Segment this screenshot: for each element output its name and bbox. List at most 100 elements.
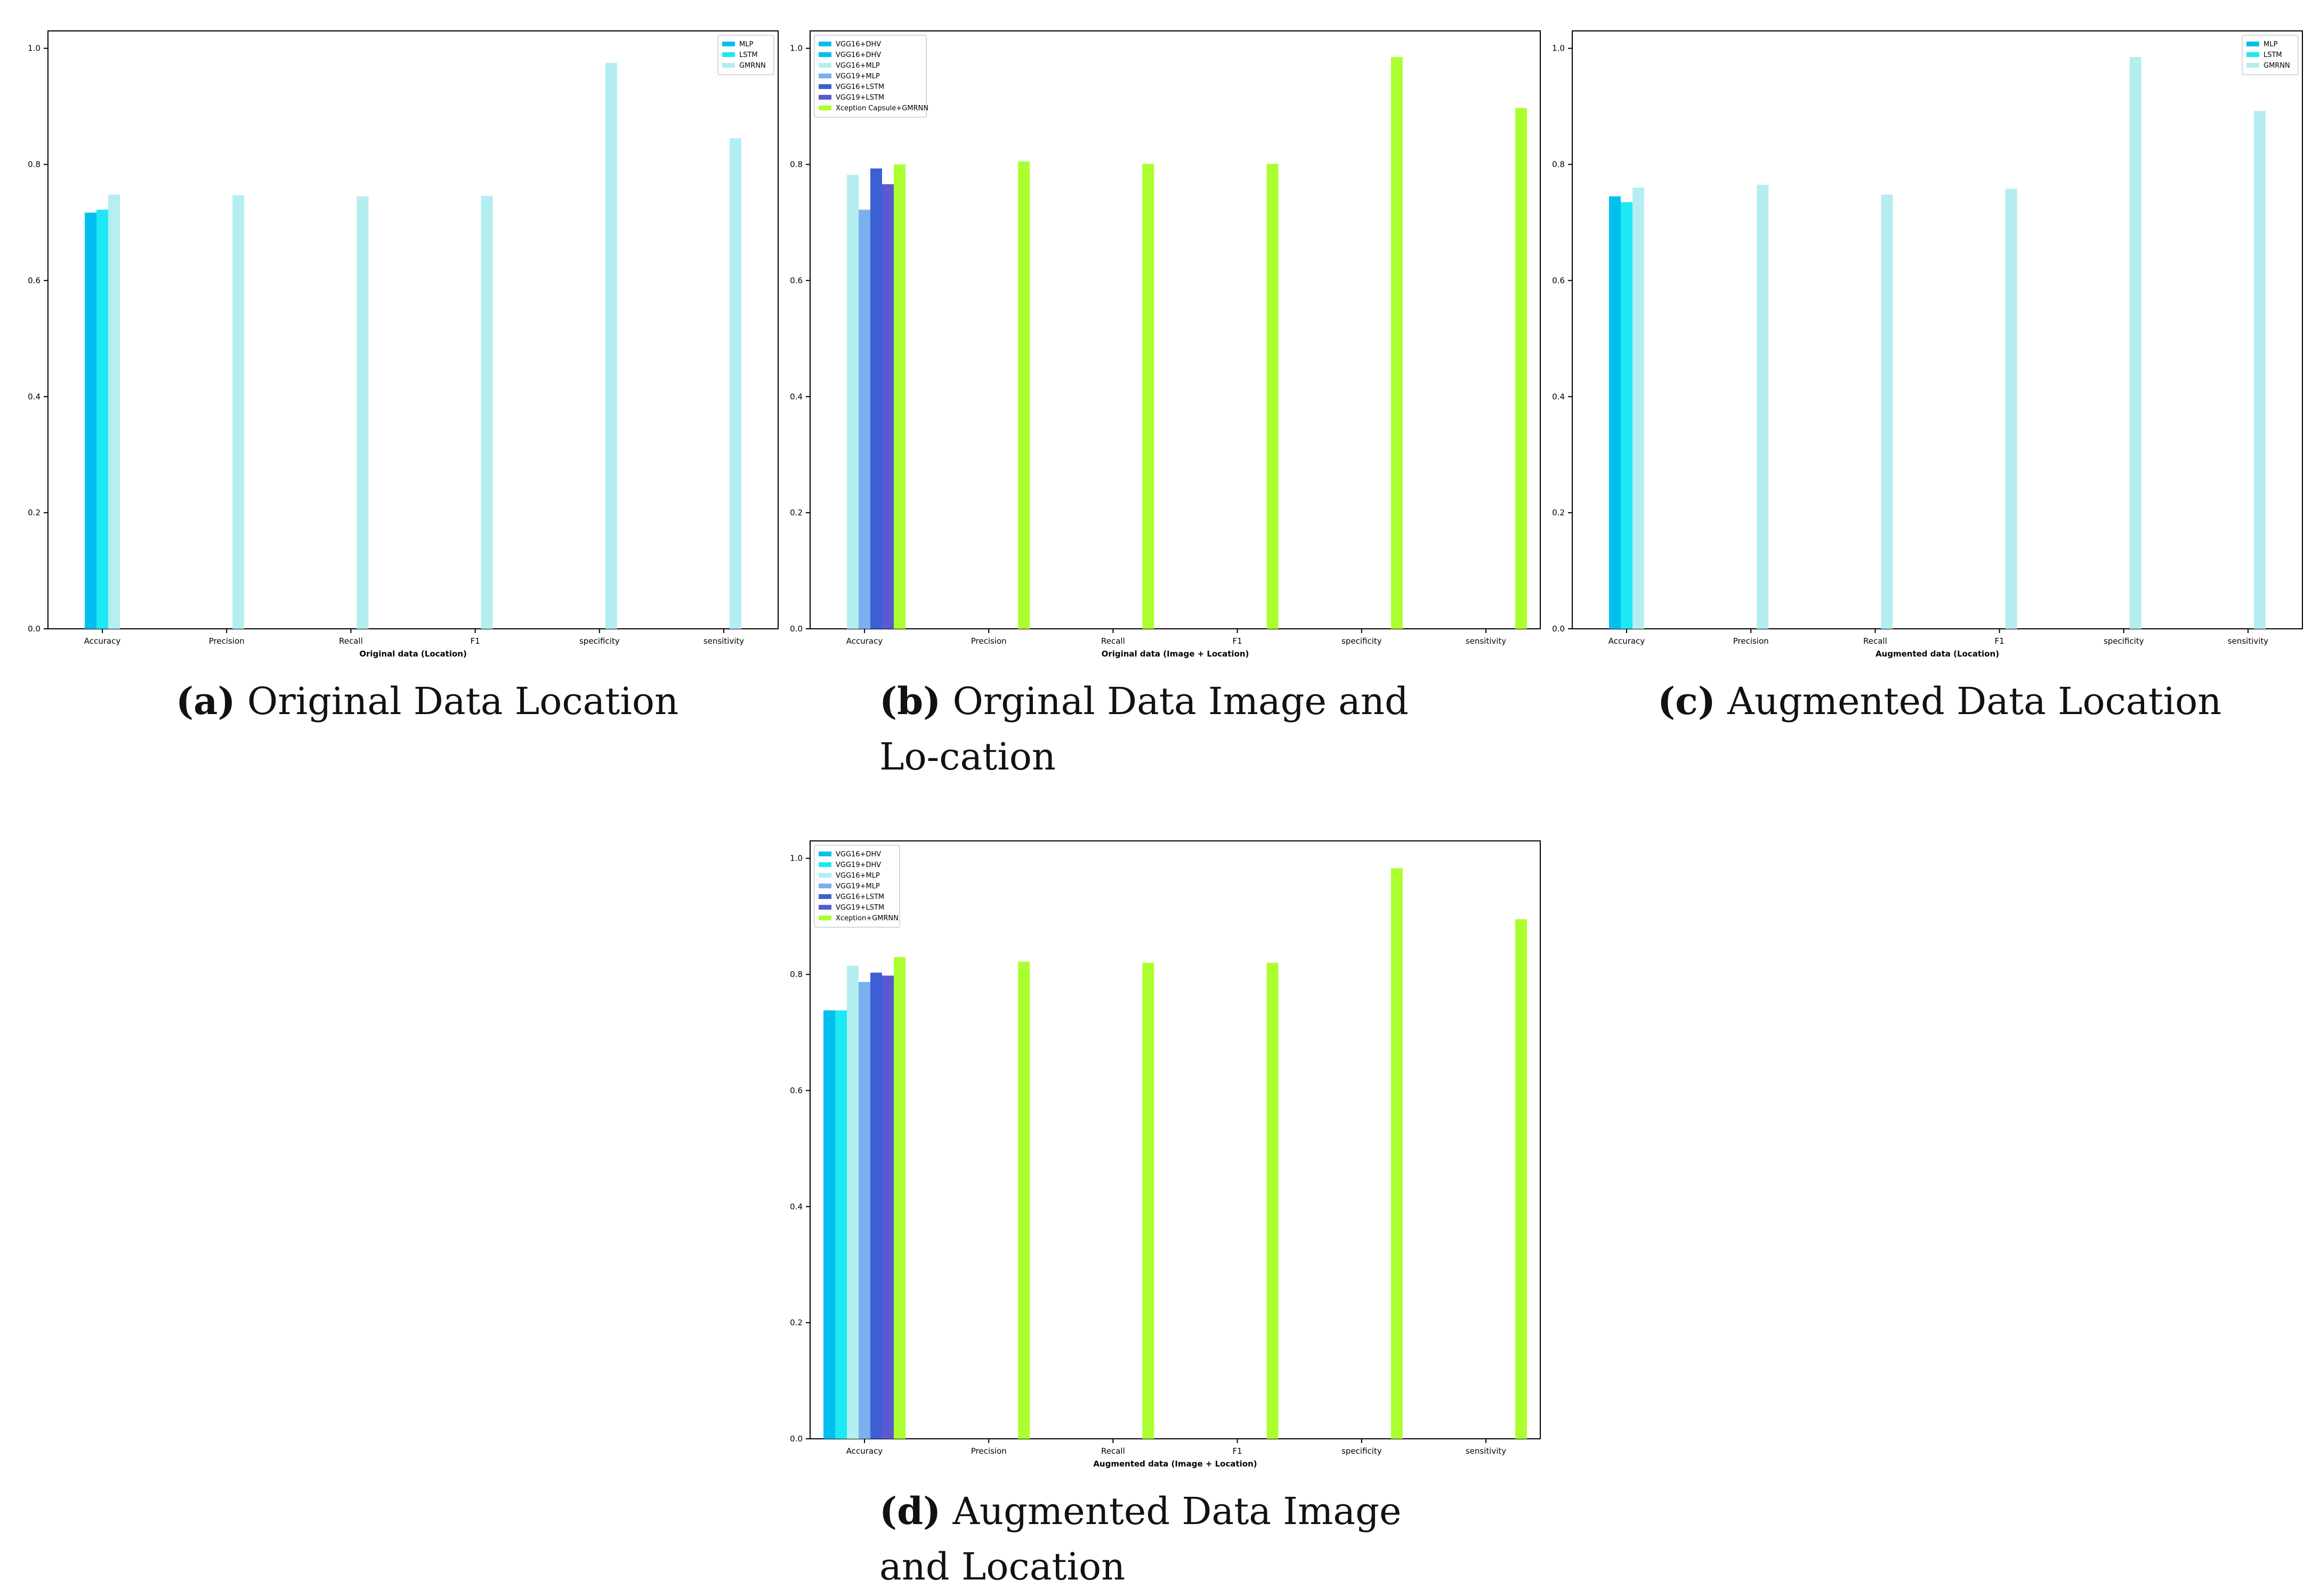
chart-b-legend-label: Xception Capsule+GMRNN bbox=[836, 104, 928, 112]
chart-c-xtick-label: Recall bbox=[1863, 636, 1887, 646]
chart-b-bar-xception-capsule-gmrnn bbox=[1515, 108, 1527, 629]
chart-panel-a: 0.0 0.2 0.4 0.6 0.8 1.0 Accuracy Precision Recal… bbox=[0, 0, 783, 661]
chart-b-legend bbox=[814, 35, 927, 118]
chart-c-legend-swatch bbox=[2246, 63, 2259, 68]
chart-b-xtick-label: Accuracy bbox=[846, 636, 883, 646]
chart-a-bar-lstm bbox=[96, 209, 108, 629]
chart-b-ytick-label: 0.0 bbox=[790, 624, 803, 634]
chart-c-legend-swatch bbox=[2246, 42, 2259, 46]
chart-c-plot-frame bbox=[1572, 30, 2303, 629]
chart-d-xtick-label: Accuracy bbox=[846, 1446, 883, 1456]
chart-c-bar-gmrnn bbox=[1757, 184, 1769, 629]
chart-d-legend-label: VGG16+LSTM bbox=[836, 893, 884, 901]
chart-d-ytick-label: 1.0 bbox=[790, 854, 803, 863]
chart-c-xtick-label: Precision bbox=[1733, 636, 1769, 646]
chart-a-bar-gmrnn bbox=[605, 62, 617, 629]
chart-d-legend-swatch bbox=[819, 873, 831, 878]
chart-b-legend-label: VGG16+DHV bbox=[836, 40, 881, 48]
chart-c-ytick-label: 0.4 bbox=[1552, 392, 1565, 401]
chart-b-ytick-label: 0.8 bbox=[790, 160, 803, 169]
chart-a-bar-gmrnn bbox=[730, 138, 741, 629]
chart-d-bar-vgg16-mlp bbox=[847, 966, 859, 1439]
chart-b-xtick-label: Precision bbox=[971, 636, 1007, 646]
chart-b-legend-swatch bbox=[819, 63, 831, 68]
chart-a-legend-swatch bbox=[722, 52, 735, 57]
chart-d-bar-xception-gmrnn bbox=[894, 957, 906, 1439]
chart-b-legend-label: VGG16+DHV bbox=[836, 51, 881, 59]
chart-d-legend bbox=[814, 845, 900, 928]
caption-a-tag: (a) bbox=[176, 679, 236, 723]
chart-a-ytick-label: 1.0 bbox=[28, 44, 41, 53]
chart-b-bar-xception-capsule-gmrnn bbox=[1142, 164, 1154, 629]
chart-b-legend-swatch bbox=[819, 84, 831, 89]
chart-c-bar-gmrnn bbox=[2005, 189, 2017, 629]
chart-c-legend-label: MLP bbox=[2264, 40, 2277, 48]
chart-d-ytick-label: 0.2 bbox=[790, 1318, 803, 1327]
chart-d-ytick-label: 0.4 bbox=[790, 1202, 803, 1211]
chart-panel-d: 0.0 0.2 0.4 0.6 0.8 1.0 Accuracy Precision Recal… bbox=[762, 810, 1546, 1471]
chart-c-xtick-label: sensitivity bbox=[2228, 636, 2269, 646]
chart-d-legend-swatch bbox=[819, 884, 831, 888]
chart-a-ytick-label: 0.4 bbox=[28, 392, 41, 401]
chart-c-ytick-label: 0.0 bbox=[1552, 624, 1565, 634]
chart-b-xtick-label: specificity bbox=[1341, 636, 1382, 646]
chart-d-legend-swatch bbox=[819, 894, 831, 899]
chart-d-legend-swatch bbox=[819, 916, 831, 920]
chart-a-xtick-label: Recall bbox=[339, 636, 363, 646]
chart-d-bar-xception-gmrnn bbox=[1142, 962, 1154, 1439]
chart-b-bar-vgg19-lstm bbox=[882, 184, 894, 629]
chart-a-xlabel: Original data (Location) bbox=[359, 649, 467, 659]
chart-a-bar-mlp bbox=[85, 212, 96, 629]
chart-d-legend-swatch bbox=[819, 905, 831, 910]
chart-d-bar-vgg16-lstm bbox=[870, 973, 882, 1439]
chart-d-legend-swatch bbox=[819, 862, 831, 867]
chart-b-legend-swatch bbox=[819, 74, 831, 78]
chart-b-bar-vgg16-mlp bbox=[847, 175, 859, 629]
chart-d-legend-swatch bbox=[819, 852, 831, 856]
chart-c-bar-gmrnn bbox=[1881, 195, 1893, 629]
chart-d-bar-xception-gmrnn bbox=[1391, 868, 1403, 1439]
caption-b-tag: (b) bbox=[879, 679, 941, 723]
chart-a-xtick-label: Accuracy bbox=[84, 636, 121, 646]
chart-d-xlabel: Augmented data (Image + Location) bbox=[1093, 1459, 1257, 1469]
chart-a-legend-swatch bbox=[722, 42, 735, 46]
chart-c-bar-gmrnn bbox=[1632, 188, 1644, 629]
chart-b-bar-vgg19-mlp bbox=[859, 209, 870, 629]
caption-b: (b) Orginal Data Image and Lo-cation bbox=[879, 674, 1476, 784]
chart-c-ytick-label: 0.6 bbox=[1552, 276, 1565, 285]
chart-b-plot-frame bbox=[810, 30, 1541, 629]
chart-panel-b: 0.0 0.2 0.4 0.6 0.8 1.0 Accuracy Precision Recal… bbox=[762, 0, 1546, 661]
chart-b-bar-xception-capsule-gmrnn bbox=[894, 164, 906, 629]
chart-d-bar-vgg19-lstm bbox=[882, 975, 894, 1439]
chart-a-ytick-label: 0.8 bbox=[28, 160, 41, 169]
chart-c-bar-gmrnn bbox=[2129, 57, 2141, 629]
chart-d-legend-label: VGG19+LSTM bbox=[836, 904, 884, 912]
chart-d-legend-label: VGG16+MLP bbox=[836, 872, 880, 880]
chart-a-plot-frame bbox=[47, 30, 779, 629]
caption-d: (d) Augmented Data Image and Location bbox=[879, 1484, 1476, 1594]
chart-c-bar-gmrnn bbox=[2254, 111, 2266, 629]
caption-d-text: Augmented Data Image and Location bbox=[879, 1489, 1402, 1589]
chart-b-bar-xception-capsule-gmrnn bbox=[1391, 57, 1403, 629]
chart-c-xlabel: Augmented data (Location) bbox=[1876, 649, 1999, 659]
caption-d-tag: (d) bbox=[879, 1489, 941, 1533]
caption-b-text: Orginal Data Image and Lo-cation bbox=[879, 679, 1409, 779]
chart-d-bar-vgg16-dhv bbox=[823, 1010, 835, 1439]
chart-d-bar-vgg19-mlp bbox=[859, 982, 870, 1439]
chart-c-legend-swatch bbox=[2246, 52, 2259, 57]
chart-a-bar-gmrnn bbox=[108, 195, 120, 629]
chart-c-xtick-label: F1 bbox=[1995, 636, 2004, 646]
chart-d-bar-xception-gmrnn bbox=[1515, 919, 1527, 1439]
chart-a-xtick-label: Precision bbox=[209, 636, 245, 646]
chart-d-svg: 0.0 0.2 0.4 0.6 0.8 1.0 Accuracy Precision Recal… bbox=[790, 840, 1541, 1469]
caption-c-text: Augmented Data Location bbox=[1727, 679, 2222, 723]
chart-a-xtick-label: specificity bbox=[579, 636, 620, 646]
caption-c-tag: (c) bbox=[1658, 679, 1716, 723]
chart-d-ytick-label: 0.0 bbox=[790, 1434, 803, 1444]
chart-b-bar-xception-capsule-gmrnn bbox=[1018, 161, 1030, 629]
chart-a-ytick-label: 0.2 bbox=[28, 508, 41, 517]
chart-a-legend-label: GMRNN bbox=[739, 62, 766, 70]
chart-b-bar-xception-capsule-gmrnn bbox=[1266, 164, 1279, 629]
chart-a-ytick-label: 0.0 bbox=[28, 624, 41, 634]
chart-d-bar-xception-gmrnn bbox=[1018, 961, 1030, 1439]
